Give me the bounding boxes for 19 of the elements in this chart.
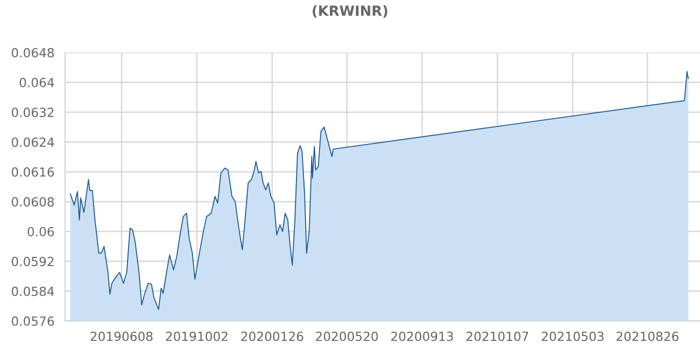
x-tick-label: 20200520	[316, 332, 378, 342]
y-tick-label: 0.0616	[12, 167, 54, 177]
x-tick-label: 20210107	[466, 332, 528, 342]
y-tick-label: 0.0592	[12, 256, 54, 266]
y-tick-label: 0.064	[20, 78, 54, 88]
x-tick-label: 20210826	[616, 332, 678, 342]
x-tick-label: 20190608	[90, 332, 153, 342]
y-tick-label: 0.0576	[12, 316, 54, 326]
y-tick-label: 0.06	[28, 226, 54, 236]
x-tick-label: 20200126	[241, 332, 304, 342]
chart-title: (KRWINR)	[312, 5, 388, 18]
x-tick-label: 20210503	[542, 332, 604, 342]
y-tick-label: 0.0584	[12, 286, 54, 296]
y-tick-label: 0.0624	[12, 137, 54, 147]
y-tick-label: 0.0632	[12, 108, 54, 118]
y-tick-label: 0.0648	[12, 48, 54, 58]
y-tick-label: 0.0608	[12, 197, 54, 207]
x-tick-label: 20200913	[391, 332, 453, 342]
x-tick-label: 20191002	[166, 332, 228, 342]
